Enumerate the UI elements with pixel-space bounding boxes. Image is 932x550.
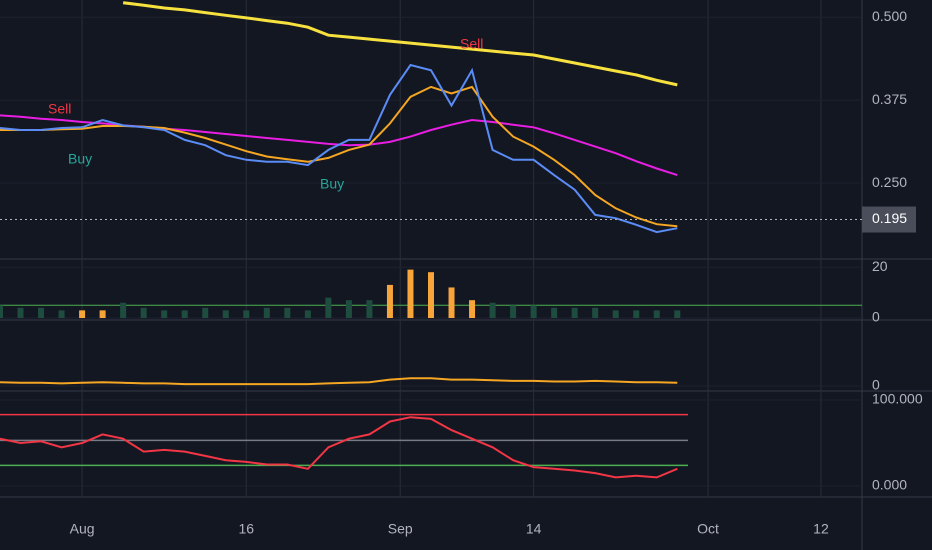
bar (0, 305, 3, 318)
x-tick-label: 16 (238, 521, 254, 537)
series-line (0, 63, 678, 234)
series-line (0, 85, 678, 228)
bar (386, 284, 393, 318)
signal-label: Sell (48, 101, 71, 117)
series-line (0, 377, 678, 386)
bar (366, 300, 373, 318)
bar (140, 307, 147, 318)
bar (120, 302, 127, 318)
bar (202, 307, 209, 318)
bar (263, 307, 270, 318)
bar (674, 310, 681, 318)
x-tick-label: Aug (70, 521, 95, 537)
bar (592, 307, 599, 318)
bar (510, 305, 517, 318)
bar (428, 272, 434, 318)
last-price-label: 0.195 (872, 210, 907, 226)
bar (407, 269, 414, 318)
y-tick-label: 0.000 (872, 477, 907, 493)
bar (38, 307, 45, 318)
x-tick-label: 12 (813, 521, 829, 537)
bar (243, 310, 250, 318)
series-line (0, 416, 678, 479)
y-tick-label: 20 (872, 258, 888, 274)
signal-label: Buy (68, 151, 92, 167)
bar (489, 302, 496, 318)
y-tick-label: 100.000 (872, 391, 923, 407)
bar (79, 310, 86, 318)
x-tick-label: Sep (388, 521, 413, 537)
bar (633, 310, 640, 318)
y-tick-label: 0.500 (872, 8, 907, 24)
bar (571, 307, 578, 318)
x-tick-label: Oct (697, 521, 719, 537)
y-tick-label: 0.250 (872, 174, 907, 190)
bar (612, 310, 619, 318)
signal-label: Sell (460, 36, 483, 52)
bar (181, 310, 188, 318)
bar (58, 310, 65, 318)
bar (530, 305, 537, 318)
bar (161, 310, 168, 318)
y-tick-label: 0 (872, 377, 880, 393)
bar (469, 300, 476, 318)
bar (17, 307, 24, 318)
bar (325, 297, 332, 318)
x-tick-label: 14 (526, 521, 542, 537)
y-tick-label: 0 (872, 309, 880, 325)
y-tick-label: 0.375 (872, 91, 907, 107)
bar (653, 310, 660, 318)
signal-label: Buy (320, 176, 344, 192)
last-price-box (862, 206, 916, 233)
bar (345, 300, 352, 318)
series-line (122, 1, 678, 87)
bar (448, 287, 455, 318)
bar (551, 307, 558, 318)
bar (284, 307, 291, 318)
bar (222, 310, 229, 318)
bar (99, 310, 106, 318)
bar (304, 310, 311, 318)
